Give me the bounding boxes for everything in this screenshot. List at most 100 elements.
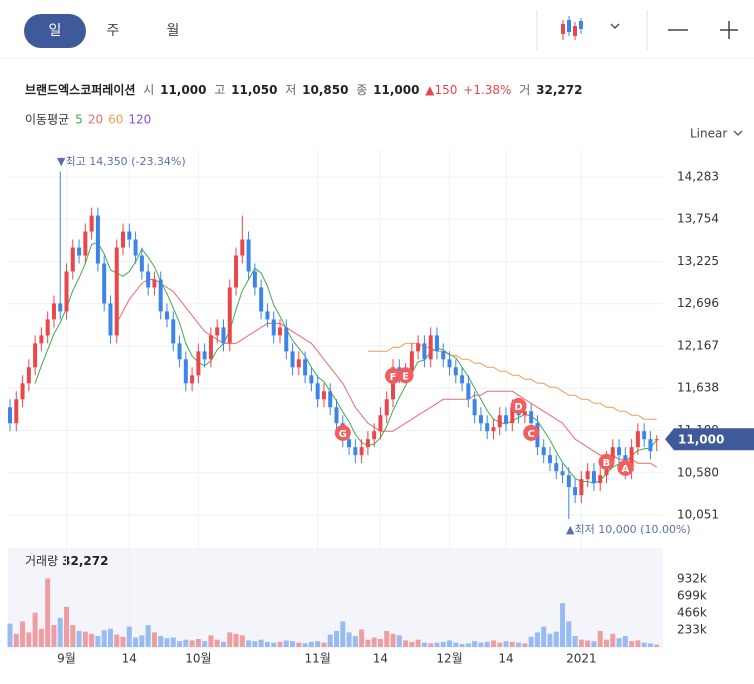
candle-body (510, 407, 515, 424)
volume-bar (95, 636, 101, 647)
volume-bar (114, 634, 120, 647)
candle-body (566, 475, 571, 488)
y-tick-label: 10,580 (677, 465, 719, 479)
max-label: ▼최고 14,350 (-23.34%) (57, 155, 186, 168)
candle-body (26, 367, 31, 384)
candle-body (114, 247, 119, 336)
volume-value: 32,272 (62, 554, 108, 568)
candle-body (547, 455, 552, 464)
volume-bar (220, 641, 226, 647)
candle-body (422, 343, 427, 360)
volume-bar (239, 635, 245, 647)
candle-body (202, 351, 207, 360)
volume-bar (346, 632, 352, 647)
signal-marker (334, 424, 351, 441)
chart-type-button[interactable] (561, 16, 620, 40)
legend-entry: 20 (88, 113, 103, 127)
icon (579, 21, 583, 29)
price-tag-label: 11,000 (678, 433, 724, 447)
volume-bar (57, 617, 63, 647)
volume-bar (277, 641, 283, 647)
volume-bar (227, 632, 233, 647)
volume-bar (70, 625, 76, 647)
scale-toggle[interactable]: Linear (690, 127, 727, 141)
volume-bar (509, 641, 515, 647)
volume-label: 거 (519, 83, 530, 97)
candle-body (139, 255, 144, 272)
ma-line (367, 342, 657, 420)
volume-bar (76, 630, 82, 647)
tab[interactable]: 월 (167, 23, 180, 39)
volume-bar (20, 621, 26, 647)
volume-bar (45, 578, 51, 647)
candle-body (259, 287, 264, 312)
candle-body (617, 447, 622, 456)
candle-body (277, 327, 282, 336)
candle-body (290, 351, 295, 368)
volume-bar (290, 641, 296, 647)
candle-body (315, 383, 320, 400)
volume-bar (384, 630, 390, 647)
volume-bar (603, 639, 609, 647)
candle-body (284, 327, 289, 352)
volume-bar (271, 642, 277, 647)
volume-bar (528, 636, 534, 647)
volume-bar (13, 633, 19, 647)
zoom-in[interactable] (720, 21, 738, 39)
candle-body (164, 311, 169, 320)
volume-bar (635, 640, 641, 647)
candle-body (353, 447, 358, 456)
ma-title: 이동평균 (25, 113, 69, 127)
volume-tick-label: 932k (677, 572, 707, 586)
volume-bar (82, 631, 88, 647)
candle-body (14, 399, 19, 424)
candle-body (554, 463, 559, 472)
change: ▲150 (425, 83, 457, 97)
volume-title: 거래량 32,272 (25, 554, 108, 568)
candle-body (158, 279, 163, 312)
volume-bar (126, 626, 132, 647)
volume-bar (315, 641, 321, 647)
volume-title-text: 거래량 (25, 554, 58, 568)
volume-bar (340, 621, 346, 647)
candle-body (95, 215, 100, 264)
volume-bar (434, 642, 440, 647)
volume-bar (214, 639, 220, 647)
volume-bar (503, 641, 509, 647)
volume-bar (534, 632, 540, 647)
candle-body (441, 351, 446, 360)
candle-body (240, 239, 245, 256)
signal-label: B (603, 458, 611, 469)
candle-body (221, 327, 226, 344)
volume-bar (252, 641, 258, 647)
low-label: 저 (285, 83, 296, 97)
tab[interactable]: 주 (107, 23, 120, 39)
volume-bar (189, 640, 195, 647)
volume-bar (258, 639, 264, 647)
signal-marker (523, 424, 540, 441)
volume-bar (415, 639, 421, 647)
volume-bar (465, 643, 471, 647)
volume-bar (396, 635, 402, 647)
volume-bar (522, 643, 528, 647)
volume-bar (164, 638, 170, 647)
icon (567, 20, 571, 32)
candle-body (70, 247, 75, 272)
volume-bar (560, 603, 566, 647)
signal-label: F (390, 372, 397, 383)
volume-bar (352, 636, 358, 647)
x-tick-label: 2021 (566, 652, 597, 666)
y-tick-label: 12,167 (677, 338, 719, 352)
volume-bar (647, 643, 653, 647)
candle-body (39, 335, 44, 344)
candle-body (573, 487, 578, 496)
volume-bar (327, 634, 333, 647)
volume-bar (151, 632, 157, 647)
x-tick-label: 12월 (436, 652, 462, 666)
volume-bar (208, 635, 214, 647)
volume-tick-label: 233k (677, 623, 707, 637)
volume-bar (296, 642, 302, 647)
tab[interactable]: 일 (49, 23, 62, 39)
candle-body (648, 439, 653, 452)
